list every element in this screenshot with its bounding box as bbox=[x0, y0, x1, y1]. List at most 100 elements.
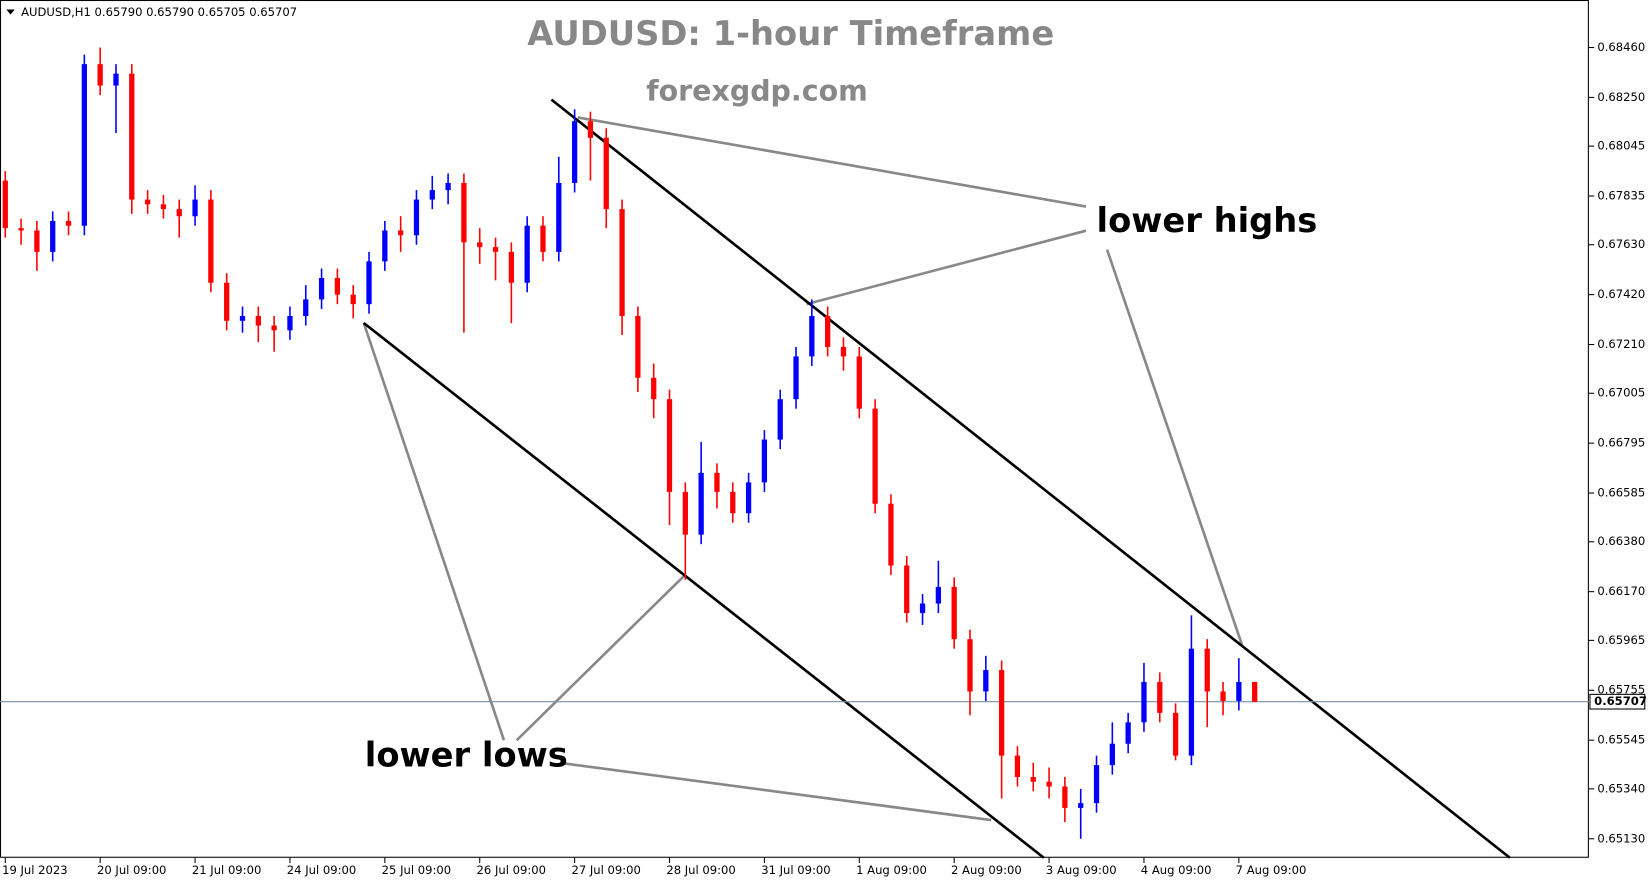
candle-body bbox=[303, 299, 309, 317]
y-tick-label: 0.65755 bbox=[1597, 683, 1645, 697]
x-tick-label: 21 Jul 09:00 bbox=[192, 863, 261, 877]
candle-body bbox=[856, 356, 862, 409]
candle-body bbox=[366, 261, 372, 305]
y-tick-label: 0.67630 bbox=[1597, 237, 1645, 251]
pointer-line bbox=[806, 229, 1087, 306]
trend-lines bbox=[362, 98, 1511, 859]
last-price-label: 0.65707 bbox=[1594, 694, 1647, 708]
candle-body bbox=[840, 346, 847, 357]
pointer-lines bbox=[362, 116, 1244, 822]
candle-body bbox=[81, 64, 87, 226]
info-arrow bbox=[6, 9, 15, 15]
candle-body bbox=[508, 251, 514, 283]
x-tick-label: 20 Jul 09:00 bbox=[97, 863, 166, 877]
x-tick-label: 26 Jul 09:00 bbox=[477, 863, 546, 877]
y-tick-label: 0.67420 bbox=[1597, 287, 1645, 301]
candle-body bbox=[809, 316, 815, 357]
candle-body bbox=[603, 137, 609, 210]
candle-body bbox=[287, 316, 293, 331]
y-tick-label: 0.65340 bbox=[1597, 781, 1645, 795]
pointer-line bbox=[577, 116, 1087, 208]
chart-subtitle: forexgdp.com bbox=[646, 74, 868, 107]
x-tick-label: 25 Jul 09:00 bbox=[382, 863, 451, 877]
candle-body bbox=[1125, 722, 1131, 744]
candle-body bbox=[239, 316, 246, 321]
candle-body bbox=[208, 199, 214, 283]
candle-body bbox=[1188, 648, 1195, 756]
upper-trend-line bbox=[550, 98, 1511, 859]
candle-body bbox=[524, 225, 530, 283]
x-tick-label: 24 Jul 09:00 bbox=[287, 863, 356, 877]
candle-body bbox=[192, 199, 198, 217]
candle-body bbox=[1062, 786, 1068, 808]
annotation: lower highs bbox=[1097, 201, 1318, 240]
pointer-line bbox=[515, 573, 687, 742]
candle-body bbox=[176, 209, 182, 217]
candle-body bbox=[34, 230, 40, 252]
plot-frame bbox=[0, 0, 1589, 858]
y-tick-label: 0.66585 bbox=[1597, 486, 1645, 500]
y-tick-label: 0.68460 bbox=[1597, 40, 1645, 54]
x-tick-label: 4 Aug 09:00 bbox=[1141, 863, 1212, 877]
x-tick-label: 1 Aug 09:00 bbox=[856, 863, 927, 877]
candle-body bbox=[651, 377, 657, 400]
candle-body bbox=[65, 220, 72, 226]
candle-body bbox=[1093, 765, 1100, 804]
candle-body bbox=[160, 204, 167, 210]
candle-body bbox=[998, 670, 1005, 756]
y-tick-label: 0.66795 bbox=[1597, 436, 1645, 450]
y-tick-label: 0.66380 bbox=[1597, 534, 1645, 548]
y-tick-label: 0.65545 bbox=[1597, 733, 1645, 747]
candle-body bbox=[983, 670, 989, 692]
candle-body bbox=[635, 316, 641, 378]
candle-body bbox=[619, 209, 625, 317]
candle-body bbox=[350, 294, 356, 305]
candle-body bbox=[1046, 781, 1052, 787]
candle-body bbox=[1204, 648, 1210, 692]
candle-body bbox=[1078, 803, 1084, 808]
candle-body bbox=[682, 491, 688, 535]
candle-body bbox=[919, 603, 926, 614]
candle-body bbox=[461, 182, 467, 243]
y-tick-label: 0.65130 bbox=[1597, 831, 1645, 845]
y-tick-label: 0.66170 bbox=[1597, 584, 1645, 598]
x-tick-label: 27 Jul 09:00 bbox=[571, 863, 640, 877]
candle-body bbox=[540, 225, 546, 252]
candle-body bbox=[951, 586, 957, 640]
candle-body bbox=[97, 64, 103, 86]
candle-body bbox=[698, 472, 704, 535]
candle-body bbox=[587, 121, 594, 138]
candle-body bbox=[318, 278, 325, 300]
y-tick-label: 0.67210 bbox=[1597, 337, 1645, 351]
candle-body bbox=[745, 482, 752, 514]
candle-body bbox=[666, 399, 673, 492]
chart-title: AUDUSD: 1-hour Timeframe bbox=[527, 14, 1054, 53]
candle-body bbox=[382, 230, 388, 262]
candle-body bbox=[888, 503, 894, 566]
candle-body bbox=[1252, 681, 1258, 702]
candle-body bbox=[429, 190, 435, 200]
candle-body bbox=[271, 325, 277, 331]
candle-body bbox=[2, 180, 8, 229]
candle-body bbox=[1236, 681, 1242, 701]
candle-body bbox=[334, 278, 341, 295]
candle-body bbox=[1030, 776, 1036, 782]
x-tick-label: 7 Aug 09:00 bbox=[1236, 863, 1307, 877]
last-price-box bbox=[1589, 693, 1646, 710]
candle-body bbox=[777, 399, 783, 440]
candle-body bbox=[571, 121, 578, 183]
candles bbox=[2, 47, 1258, 839]
x-tick-label: 28 Jul 09:00 bbox=[666, 863, 735, 877]
candle-body bbox=[144, 199, 151, 205]
x-tick-label: 3 Aug 09:00 bbox=[1046, 863, 1117, 877]
candle-body bbox=[1141, 681, 1147, 723]
candle-body bbox=[714, 472, 720, 492]
candle-body bbox=[1014, 755, 1021, 777]
candle-body bbox=[18, 228, 24, 231]
y-tick-label: 0.68250 bbox=[1597, 90, 1645, 104]
candle-body bbox=[825, 316, 831, 347]
candle-body bbox=[1157, 681, 1163, 713]
annotation: lower lows bbox=[365, 736, 568, 775]
